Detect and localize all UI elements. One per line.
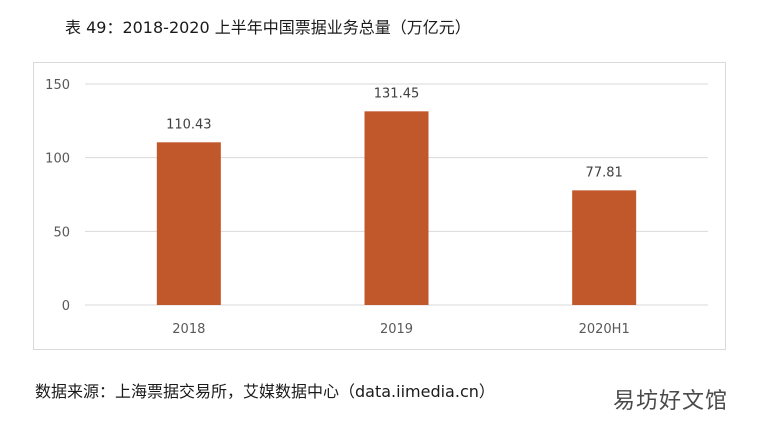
y-tick-label: 150: [45, 78, 70, 93]
source-note: 数据来源：上海票据交易所，艾媒数据中心（data.iimedia.cn）: [35, 382, 495, 401]
bars: [156, 111, 637, 306]
watermark: 易坊好文馆: [613, 389, 729, 414]
data-label: 110.43: [166, 117, 212, 132]
data-label: 77.81: [586, 165, 623, 180]
y-axis-ticks: 0 50 100 150: [45, 78, 70, 314]
bar: [156, 142, 221, 305]
data-labels: 110.43 131.45 77.81: [166, 86, 623, 180]
x-tick-label: 2018: [172, 322, 205, 337]
x-tick-label: 2019: [380, 322, 413, 337]
chart-frame: [33, 62, 726, 350]
chart-title: 表 49：2018-2020 上半年中国票据业务总量（万亿元）: [65, 18, 471, 37]
data-label: 131.45: [374, 86, 420, 101]
y-tick-label: 50: [53, 225, 70, 240]
x-axis-ticks: 2018 2019 2020H1: [172, 322, 629, 337]
bar: [572, 190, 637, 305]
x-tick-label: 2020H1: [579, 322, 630, 337]
y-tick-label: 100: [45, 152, 70, 167]
bar: [364, 111, 429, 306]
y-tick-label: 0: [62, 299, 70, 314]
